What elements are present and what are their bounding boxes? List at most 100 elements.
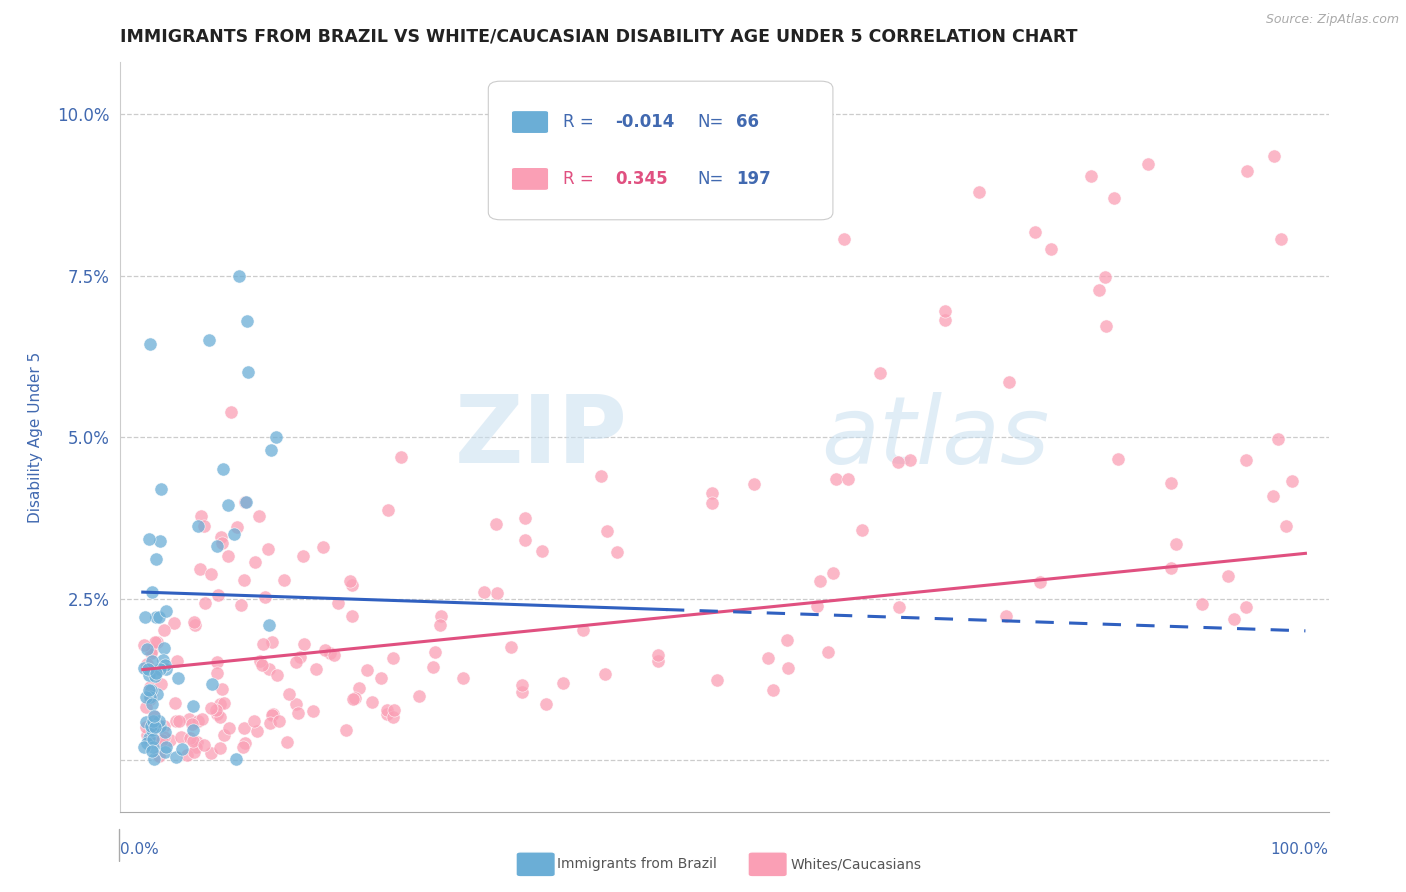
Point	[219, 405, 242, 419]
Point	[149, 482, 172, 496]
Point	[142, 740, 165, 755]
Point	[1281, 475, 1303, 489]
Point	[257, 541, 280, 556]
Point	[967, 185, 990, 199]
Point	[159, 733, 181, 747]
Point	[136, 661, 159, 675]
Point	[485, 517, 508, 532]
Text: N=: N=	[697, 113, 724, 131]
Point	[257, 662, 280, 676]
Point	[647, 654, 669, 668]
Point	[138, 683, 160, 698]
Point	[572, 623, 595, 637]
Point	[486, 586, 509, 600]
Point	[136, 728, 159, 742]
Point	[551, 676, 574, 690]
Point	[145, 687, 167, 701]
Point	[758, 650, 780, 665]
Point	[155, 662, 177, 676]
Point	[510, 678, 533, 692]
Point	[170, 742, 193, 756]
Point	[138, 533, 160, 547]
Point	[149, 719, 172, 733]
Point	[423, 645, 446, 659]
Point	[132, 661, 155, 675]
Point	[139, 719, 162, 733]
Point	[499, 640, 522, 655]
Point	[138, 731, 160, 746]
Point	[152, 730, 174, 744]
Point	[314, 643, 336, 657]
Text: 0.345: 0.345	[616, 169, 668, 188]
Point	[141, 698, 163, 712]
Point	[163, 696, 186, 710]
Point	[1234, 453, 1257, 467]
Point	[181, 734, 204, 748]
Point	[1216, 569, 1239, 583]
Point	[1267, 433, 1289, 447]
Point	[193, 739, 215, 753]
Point	[1160, 475, 1182, 490]
Point	[1223, 612, 1246, 626]
Point	[139, 680, 162, 694]
Point	[837, 472, 859, 486]
Point	[259, 715, 281, 730]
Point	[183, 745, 205, 759]
Point	[138, 336, 160, 351]
Point	[138, 668, 160, 682]
Point	[1088, 283, 1111, 297]
Point	[1102, 191, 1125, 205]
Point	[1029, 575, 1052, 590]
Point	[1234, 600, 1257, 615]
Point	[326, 596, 349, 610]
Point	[184, 618, 207, 632]
Point	[269, 714, 291, 728]
Point	[235, 494, 257, 508]
Point	[700, 486, 723, 500]
Point	[246, 723, 269, 738]
Point	[179, 731, 201, 745]
Point	[1080, 169, 1102, 183]
Point	[225, 519, 247, 533]
Point	[153, 658, 176, 673]
Point	[132, 638, 155, 652]
Point	[233, 494, 256, 508]
Point	[776, 633, 799, 648]
Point	[135, 720, 157, 734]
Point	[887, 455, 910, 469]
Point	[335, 723, 357, 737]
Point	[264, 430, 287, 444]
Point	[201, 676, 224, 690]
Point	[235, 314, 257, 328]
Point	[134, 610, 156, 624]
Point	[149, 662, 172, 676]
Point	[183, 615, 205, 629]
Point	[832, 232, 855, 246]
Point	[294, 637, 316, 651]
Point	[141, 654, 163, 668]
Point	[250, 658, 273, 673]
Point	[217, 549, 239, 563]
Point	[312, 541, 335, 555]
Point	[149, 534, 172, 549]
Point	[225, 752, 247, 766]
Point	[869, 366, 891, 380]
Point	[148, 749, 170, 764]
Point	[1024, 225, 1046, 239]
Point	[205, 665, 228, 680]
Point	[235, 736, 257, 750]
Point	[356, 663, 378, 677]
Point	[179, 712, 201, 726]
Point	[148, 610, 170, 624]
Point	[233, 573, 256, 587]
Point	[778, 661, 800, 675]
Point	[257, 618, 280, 632]
Text: N=: N=	[697, 169, 724, 188]
Text: 100.0%: 100.0%	[1271, 842, 1329, 856]
Point	[249, 654, 271, 668]
Point	[142, 709, 165, 723]
Point	[167, 714, 190, 728]
Point	[211, 681, 233, 696]
Point	[243, 556, 266, 570]
Point	[375, 707, 398, 722]
